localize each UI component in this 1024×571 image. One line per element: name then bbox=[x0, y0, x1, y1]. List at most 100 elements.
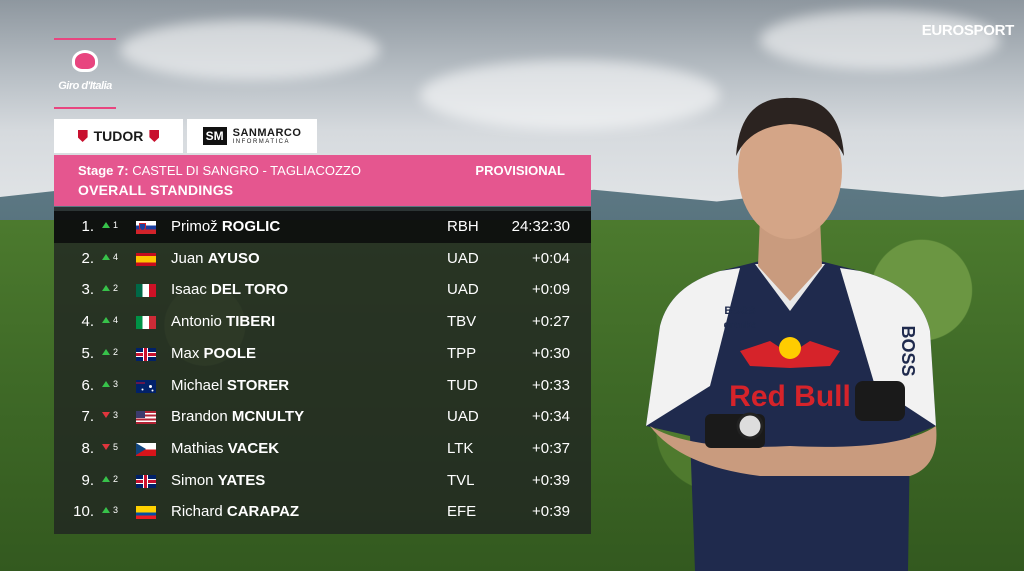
jersey-sponsor-collar: grenke bbox=[724, 320, 757, 331]
flag-es-icon bbox=[136, 252, 156, 266]
cloud bbox=[120, 20, 380, 80]
hair bbox=[736, 97, 844, 156]
rider-last-name: TIBERI bbox=[226, 313, 276, 331]
eurosport-logo: EUROSPORT bbox=[921, 22, 1015, 39]
face bbox=[738, 103, 842, 239]
sponsor-tudor-label: TUDOR bbox=[93, 128, 144, 144]
time-gap: 24:32:30 bbox=[511, 218, 570, 235]
rider-first-name: Isaac bbox=[171, 281, 207, 299]
tudor-shield-icon bbox=[77, 130, 88, 142]
rider-first-name: Juan bbox=[171, 249, 204, 267]
position-change-value: 3 bbox=[113, 505, 119, 516]
position-change: 4 bbox=[102, 252, 126, 262]
arrow-up-icon bbox=[102, 222, 110, 228]
position: 3. bbox=[81, 281, 94, 299]
watch-icon bbox=[736, 412, 764, 440]
position: 1. bbox=[81, 218, 94, 235]
logo-rule-top bbox=[54, 38, 116, 40]
position-change-value: 1 bbox=[113, 220, 119, 230]
rider-name: Max POOLE bbox=[171, 345, 256, 362]
flag-cz-icon bbox=[136, 442, 156, 456]
jersey-sponsor-chest: BOSS bbox=[724, 305, 755, 317]
team-code: UAD bbox=[447, 249, 479, 267]
position: 4. bbox=[81, 313, 94, 331]
sanmarco-mark-icon: SM bbox=[202, 127, 227, 145]
arrow-up-icon bbox=[102, 475, 110, 482]
cloud bbox=[760, 10, 1000, 70]
position-change-value: 2 bbox=[113, 346, 119, 357]
position-change-value: 2 bbox=[113, 473, 119, 484]
team-code: UAD bbox=[447, 408, 479, 426]
position-change: 1 bbox=[102, 220, 126, 230]
sponsor-sanmarco-name: SANMARCO bbox=[232, 126, 302, 139]
team-code: TBV bbox=[447, 313, 477, 331]
position-change: 5 bbox=[102, 442, 126, 452]
rider-first-name: Max bbox=[171, 344, 200, 362]
rider-name: Simon YATES bbox=[171, 472, 265, 489]
table-row: 2. 4 Juan AYUSO UAD +0:04 bbox=[54, 243, 591, 275]
jersey-right-panel bbox=[840, 268, 936, 426]
position-change: 3 bbox=[102, 379, 126, 389]
table-row: 1. 1 Primož ROGLIC RBH 24:32:30 bbox=[54, 211, 591, 243]
rider-name: Brandon MCNULTY bbox=[171, 408, 304, 425]
team-code: LTK bbox=[447, 439, 474, 457]
rider-first-name: Simon bbox=[171, 471, 214, 489]
table-row: 3. 2 Isaac DEL TORO UAD +0:09 bbox=[54, 274, 591, 306]
position-change-value: 3 bbox=[113, 378, 119, 389]
time-gap: +0:37 bbox=[532, 439, 570, 457]
arrow-up-icon bbox=[102, 380, 110, 387]
flag-gb-icon bbox=[136, 347, 156, 361]
time-gap: +0:33 bbox=[532, 376, 570, 394]
rider-first-name: Brandon bbox=[171, 408, 228, 426]
position: 7. bbox=[81, 408, 94, 426]
table-row: 5. 2 Max POOLE TPP +0:30 bbox=[54, 338, 591, 370]
sponsor-tudor: TUDOR bbox=[54, 119, 183, 153]
standings-header: Stage 7: CASTEL DI SANGRO - TAGLIACOZZO … bbox=[54, 155, 591, 206]
position-change: 3 bbox=[102, 410, 126, 420]
arrow-up-icon bbox=[102, 348, 110, 355]
time-gap: +0:39 bbox=[532, 503, 570, 521]
giro-logo: Giro d'Italia bbox=[54, 38, 116, 110]
position-change-value: 2 bbox=[113, 283, 119, 294]
table-row: 6. 3 Michael STORER TUD +0:33 bbox=[54, 370, 591, 402]
time-gap: +0:04 bbox=[532, 249, 570, 267]
standings-title: OVERALL STANDINGS bbox=[78, 182, 234, 198]
stage-label: Stage 7: bbox=[78, 163, 129, 178]
time-gap: +0:09 bbox=[532, 281, 570, 299]
standings-table: 1. 1 Primož ROGLIC RBH 24:32:30 2. 4 Juan AYUSO… bbox=[54, 207, 591, 534]
time-gap: +0:39 bbox=[532, 471, 570, 489]
jersey-sponsor-sleeve: BOSS bbox=[898, 325, 918, 376]
jersey-left-panel bbox=[646, 268, 740, 426]
arrow-up-icon bbox=[102, 507, 110, 514]
table-row: 7. 3 Brandon MCNULTY UAD +0:34 bbox=[54, 401, 591, 433]
rider-figure: Red Bull BOSS grenke BOSS bbox=[646, 97, 937, 571]
position-change: 2 bbox=[102, 283, 126, 293]
rider-first-name: Mathias bbox=[171, 439, 224, 457]
sponsor-sanmarco: SM SANMARCO INFORMATICA bbox=[187, 119, 317, 153]
position: 10. bbox=[73, 503, 94, 521]
rider-last-name: AYUSO bbox=[207, 249, 260, 267]
rider-name: Isaac DEL TORO bbox=[171, 281, 288, 298]
cloud bbox=[420, 60, 720, 130]
table-row: 10. 3 Richard CARAPAZ EFE +0:39 bbox=[54, 496, 591, 528]
team-code: TUD bbox=[447, 376, 478, 394]
position: 2. bbox=[81, 249, 94, 267]
rider-name: Mathias VACEK bbox=[171, 440, 279, 457]
position-change-value: 4 bbox=[113, 315, 119, 326]
time-gap: +0:27 bbox=[532, 313, 570, 331]
rider-last-name: STORER bbox=[226, 376, 290, 394]
rider-first-name: Richard bbox=[171, 503, 223, 521]
sun-icon bbox=[779, 337, 801, 359]
time-gap: +0:30 bbox=[532, 344, 570, 362]
sponsor-sanmarco-sub: INFORMATICA bbox=[232, 138, 290, 145]
table-row: 4. 4 Antonio TIBERI TBV +0:27 bbox=[54, 306, 591, 338]
position-change-value: 5 bbox=[113, 441, 119, 452]
arrow-up-icon bbox=[102, 253, 110, 260]
rider-last-name: MCNULTY bbox=[231, 408, 305, 426]
crossed-arms bbox=[650, 426, 937, 476]
flag-au-icon bbox=[136, 379, 156, 393]
rider-last-name: VACEK bbox=[227, 439, 280, 457]
team-code: RBH bbox=[447, 218, 479, 235]
rider-name: Juan AYUSO bbox=[171, 250, 260, 267]
position-change: 2 bbox=[102, 347, 126, 357]
